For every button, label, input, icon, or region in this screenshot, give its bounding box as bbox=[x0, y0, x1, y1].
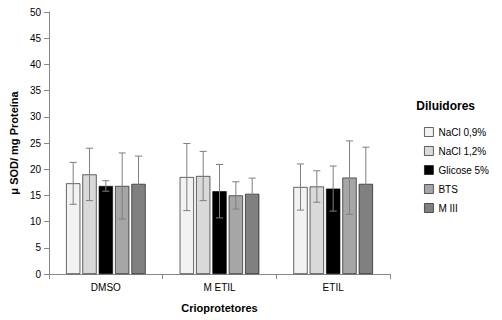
svg-text:25: 25 bbox=[30, 138, 42, 149]
svg-text:0: 0 bbox=[35, 269, 41, 280]
svg-text:NaCl 0,9%: NaCl 0,9% bbox=[438, 127, 486, 138]
svg-text:Crioprotetores: Crioprotetores bbox=[181, 302, 257, 314]
svg-text:μ SOD/ mg Proteína: μ SOD/ mg Proteína bbox=[8, 90, 20, 194]
svg-text:M III: M III bbox=[438, 203, 457, 214]
svg-text:35: 35 bbox=[30, 85, 42, 96]
svg-text:DMSO: DMSO bbox=[91, 282, 121, 293]
svg-text:Glicose 5%: Glicose 5% bbox=[438, 165, 489, 176]
svg-text:50: 50 bbox=[30, 7, 42, 18]
svg-text:20: 20 bbox=[30, 164, 42, 175]
svg-text:45: 45 bbox=[30, 33, 42, 44]
svg-text:ETIL: ETIL bbox=[323, 282, 345, 293]
svg-text:5: 5 bbox=[35, 242, 41, 253]
svg-text:30: 30 bbox=[30, 111, 42, 122]
svg-text:NaCl 1,2%: NaCl 1,2% bbox=[438, 146, 486, 157]
svg-text:BTS: BTS bbox=[438, 184, 458, 195]
svg-text:15: 15 bbox=[30, 190, 42, 201]
svg-text:Diluidores: Diluidores bbox=[416, 99, 475, 113]
svg-text:10: 10 bbox=[30, 216, 42, 227]
svg-text:40: 40 bbox=[30, 59, 42, 70]
svg-text:M ETIL: M ETIL bbox=[203, 282, 236, 293]
